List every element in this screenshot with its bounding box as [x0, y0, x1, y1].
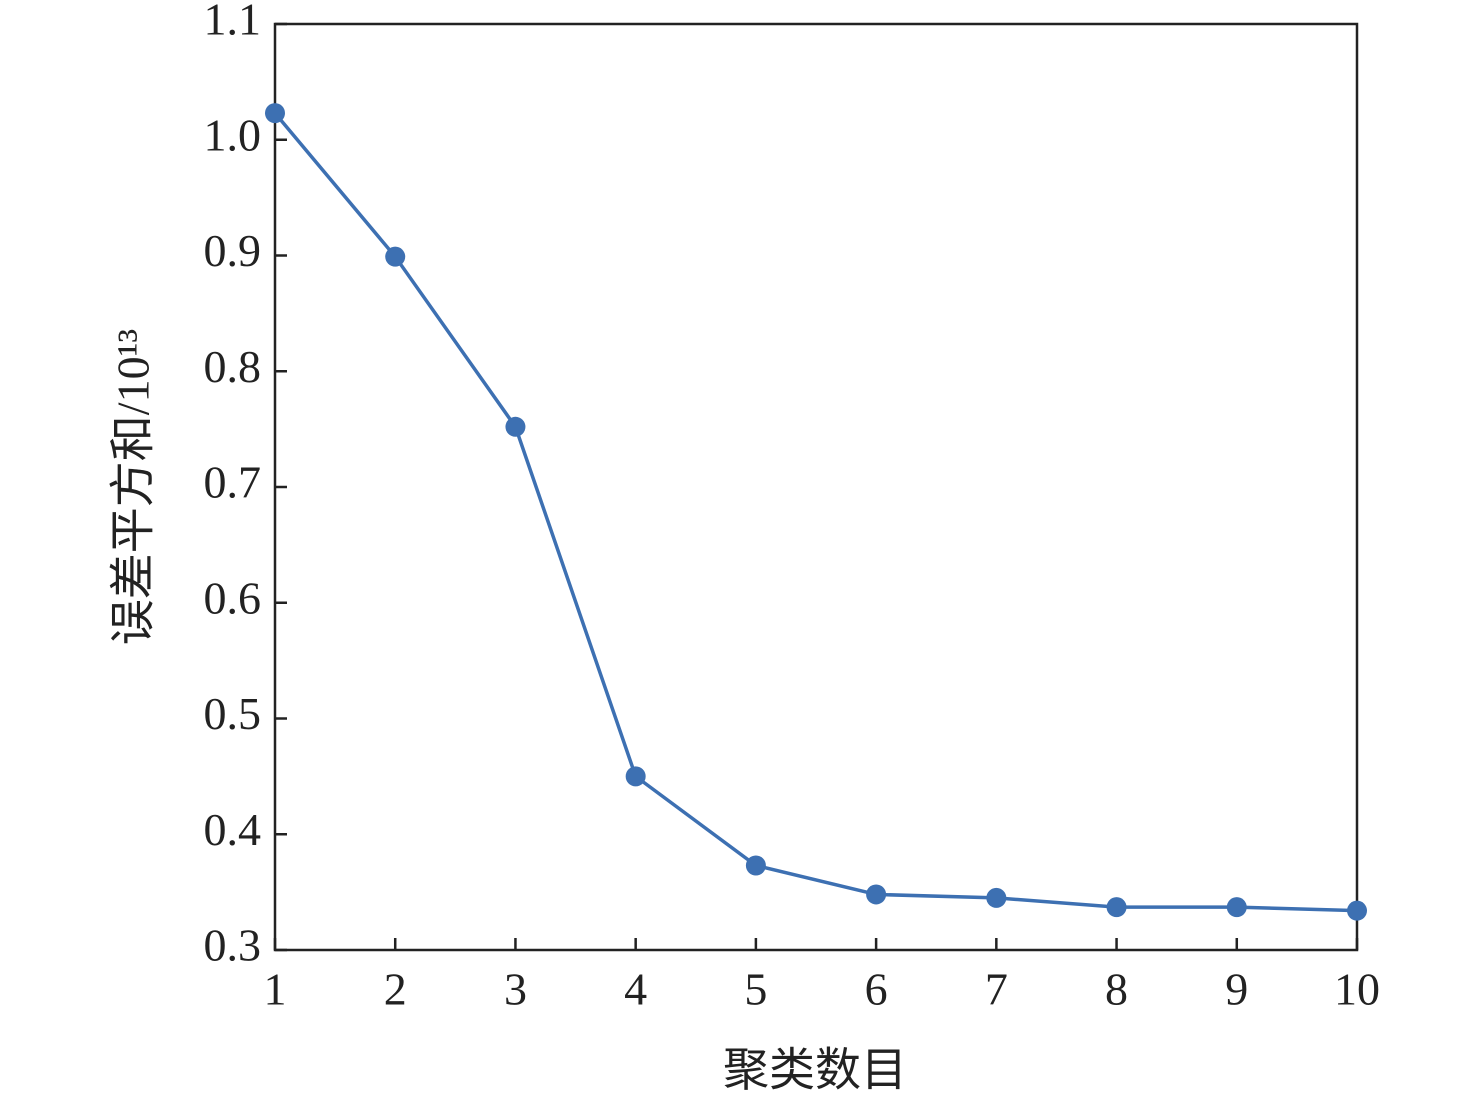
x-tick-label: 3	[504, 964, 527, 1015]
x-tick-label: 8	[1105, 964, 1128, 1015]
data-point	[505, 416, 526, 437]
x-tick-label: 1	[264, 964, 287, 1015]
x-tick-label: 9	[1225, 964, 1248, 1015]
data-point	[1347, 900, 1367, 921]
x-tick-label: 10	[1334, 964, 1380, 1015]
data-point	[385, 246, 406, 267]
y-tick-label: 0.6	[204, 572, 262, 623]
y-tick-label: 1.0	[204, 109, 262, 160]
data-point	[625, 766, 646, 787]
y-tick-label: 0.5	[204, 688, 262, 739]
y-tick-label: 0.4	[204, 804, 262, 855]
y-tick-label: 0.8	[204, 341, 262, 392]
data-line	[273, 112, 1358, 913]
y-tick-label: 0.7	[204, 457, 262, 508]
data-point	[866, 884, 887, 905]
data-point	[745, 855, 766, 876]
plot-frame	[273, 22, 1359, 952]
data-point	[265, 103, 285, 124]
x-tick-label: 6	[865, 964, 888, 1015]
x-tick-label: 4	[624, 964, 647, 1015]
y-axis-label: 误差平方和/10¹³	[108, 329, 159, 645]
x-tick-label: 7	[985, 964, 1008, 1015]
x-tick-label: 2	[384, 964, 407, 1015]
data-point	[986, 887, 1007, 908]
y-tick-label: 0.3	[204, 920, 262, 971]
y-tick-label: 0.9	[204, 225, 262, 276]
x-tick-label: 5	[744, 964, 767, 1015]
data-point	[1106, 897, 1127, 918]
data-point	[1226, 897, 1247, 918]
y-tick-label: 1.1	[204, 0, 262, 45]
x-axis-label: 聚类数目	[723, 1045, 907, 1096]
